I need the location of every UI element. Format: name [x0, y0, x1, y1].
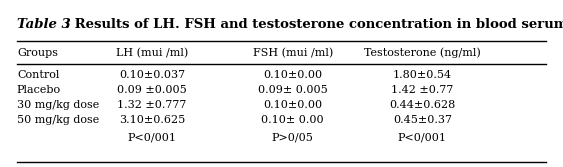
Text: 50 mg/kg dose: 50 mg/kg dose	[17, 115, 99, 125]
Text: P<0/001: P<0/001	[127, 133, 177, 143]
Text: : Results of LH. FSH and testosterone concentration in blood serum: : Results of LH. FSH and testosterone co…	[65, 18, 563, 31]
Text: FSH (mui /ml): FSH (mui /ml)	[253, 47, 333, 58]
Text: LH (mui /ml): LH (mui /ml)	[116, 47, 188, 58]
Text: Placebo: Placebo	[17, 85, 61, 95]
Text: 0.09 ±0.005: 0.09 ±0.005	[117, 85, 187, 95]
Text: Testosterone (ng/ml): Testosterone (ng/ml)	[364, 47, 481, 58]
Text: 0.10±0.00: 0.10±0.00	[263, 100, 323, 110]
Text: 3.10±0.625: 3.10±0.625	[119, 115, 185, 125]
Text: 0.10±0.00: 0.10±0.00	[263, 70, 323, 80]
Text: 0.10± 0.00: 0.10± 0.00	[261, 115, 324, 125]
Text: 0.44±0.628: 0.44±0.628	[389, 100, 455, 110]
Text: 1.42 ±0.77: 1.42 ±0.77	[391, 85, 453, 95]
Text: 0.09± 0.005: 0.09± 0.005	[258, 85, 328, 95]
Text: P>0/05: P>0/05	[272, 133, 314, 143]
Text: 1.32 ±0.777: 1.32 ±0.777	[117, 100, 187, 110]
Text: 30 mg/kg dose: 30 mg/kg dose	[17, 100, 99, 110]
Text: 0.10±0.037: 0.10±0.037	[119, 70, 185, 80]
Text: Groups: Groups	[17, 48, 58, 58]
Text: 1.80±0.54: 1.80±0.54	[392, 70, 452, 80]
Text: Table 3: Table 3	[17, 18, 70, 31]
Text: P<0/001: P<0/001	[397, 133, 447, 143]
Text: 0.45±0.37: 0.45±0.37	[393, 115, 452, 125]
Text: Control: Control	[17, 70, 59, 80]
